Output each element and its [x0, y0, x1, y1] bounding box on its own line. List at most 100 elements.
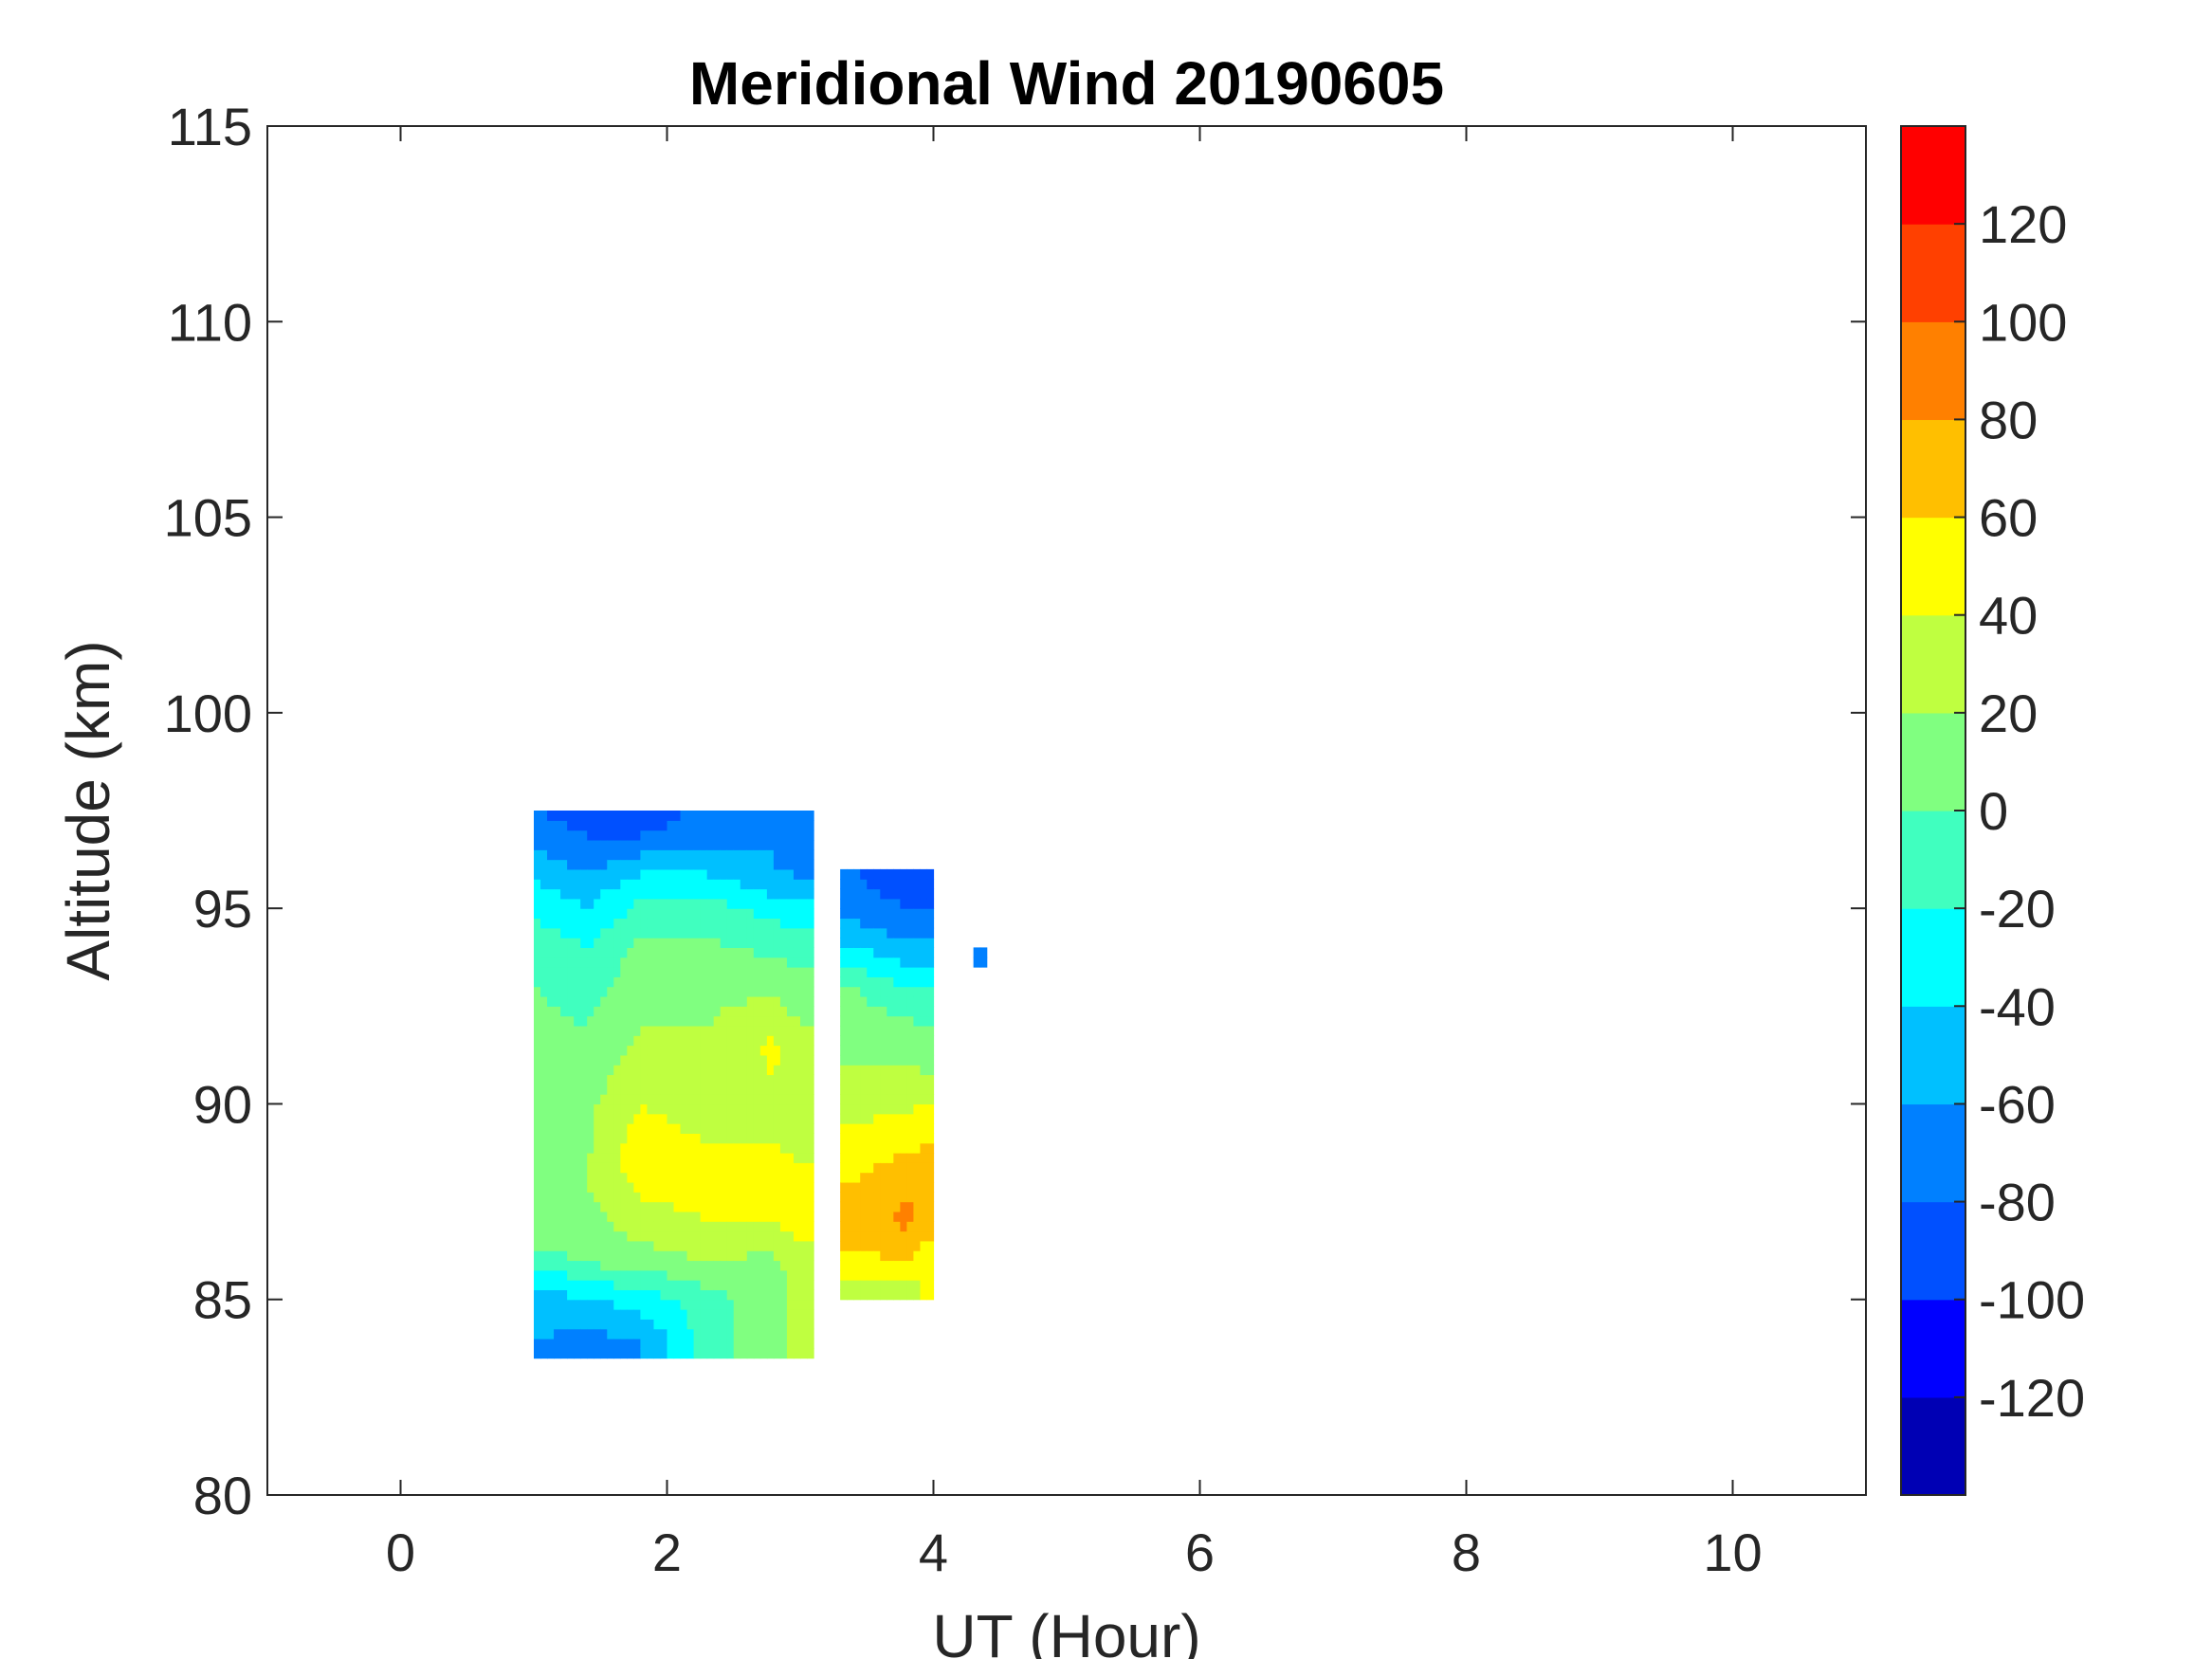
contour-cell: [720, 1240, 728, 1251]
contour-cell: [706, 868, 715, 880]
contour-cell: [793, 1172, 801, 1183]
contour-cell: [720, 1015, 728, 1027]
contour-cell: [554, 1084, 561, 1095]
contour-cell: [667, 868, 675, 880]
contour-cell: [560, 1133, 568, 1144]
contour-cell: [534, 1201, 541, 1212]
contour-cell: [860, 1181, 868, 1193]
contour-cell: [800, 1309, 808, 1320]
contour-cell: [686, 947, 695, 958]
contour-cell: [800, 1113, 808, 1124]
contour-cell: [607, 1231, 614, 1242]
contour-cell: [667, 811, 675, 821]
contour-cell: [534, 1260, 541, 1271]
contour-cell: [779, 820, 788, 831]
contour-cell: [600, 1221, 608, 1232]
contour-cell: [587, 820, 594, 831]
contour-cell: [627, 1309, 634, 1320]
contour-cell: [873, 1221, 881, 1232]
contour-cell: [873, 947, 881, 958]
contour-cell: [920, 1045, 928, 1056]
contour-cell: [653, 1045, 662, 1056]
contour-cell: [726, 1162, 735, 1174]
contour-cell: [800, 1054, 808, 1066]
contour-cell: [893, 1035, 901, 1047]
contour-cell: [607, 1015, 614, 1027]
contour-cell: [880, 1084, 887, 1095]
contour-cell: [567, 1192, 575, 1203]
contour-cell: [567, 1045, 575, 1056]
contour-cell: [786, 918, 795, 929]
colorbar-tick-label: 40: [1979, 586, 2038, 646]
contour-cell: [900, 1113, 907, 1124]
contour-cell: [713, 830, 722, 841]
contour-cell: [766, 938, 775, 948]
contour-cell: [753, 1162, 761, 1174]
contour-cell: [720, 1006, 728, 1017]
contour-cell: [560, 1309, 568, 1320]
x-tick-label: 0: [386, 1522, 415, 1582]
contour-cell: [733, 1162, 741, 1174]
contour-cell: [926, 1221, 935, 1232]
contour-cell: [693, 811, 702, 821]
contour-cell: [560, 1123, 568, 1134]
contour-cell: [567, 938, 575, 948]
contour-cell: [706, 1338, 715, 1349]
contour-cell: [600, 1142, 608, 1154]
contour-cell: [873, 1045, 881, 1056]
contour-cell: [720, 1221, 728, 1232]
contour-cell: [640, 1084, 649, 1095]
contour-cell: [900, 957, 907, 968]
contour-cell: [580, 1133, 588, 1144]
contour-cell: [786, 1133, 795, 1144]
contour-cell: [779, 1142, 788, 1154]
contour-cell: [627, 888, 634, 900]
contour-cell: [926, 1211, 935, 1222]
contour-cell: [786, 947, 795, 958]
contour-cell: [726, 995, 735, 1007]
contour-cell: [560, 1221, 568, 1232]
contour-cell: [547, 1084, 555, 1095]
plot-frame: [266, 125, 1867, 1496]
contour-cell: [800, 1035, 808, 1047]
contour-cell: [640, 1269, 649, 1281]
contour-cell: [873, 1065, 881, 1076]
contour-cell: [906, 986, 915, 997]
contour-cell: [627, 918, 634, 929]
contour-cell: [913, 1035, 922, 1047]
contour-cell: [607, 1094, 614, 1105]
contour-cell: [746, 957, 755, 968]
contour-cell: [807, 820, 814, 831]
contour-cell: [627, 1006, 634, 1017]
contour-cell: [627, 849, 634, 861]
contour-cell: [580, 976, 588, 988]
contour-cell: [746, 918, 755, 929]
contour-cell: [686, 1181, 695, 1193]
contour-cell: [853, 1289, 861, 1301]
contour-cell: [920, 868, 928, 880]
contour-cell: [686, 868, 695, 880]
contour-cell: [607, 986, 614, 997]
contour-cell: [713, 947, 722, 958]
contour-cell: [700, 947, 708, 958]
contour-cell: [600, 957, 608, 968]
contour-cell: [740, 1181, 748, 1193]
contour-cell: [693, 947, 702, 958]
contour-cell: [700, 1113, 708, 1124]
contour-cell: [793, 888, 801, 900]
contour-cell: [680, 888, 688, 900]
contour-cell: [900, 986, 907, 997]
contour-cell: [640, 1113, 649, 1124]
contour-cell: [759, 1103, 768, 1115]
contour-cell: [567, 1280, 575, 1290]
contour-cell: [913, 995, 922, 1007]
contour-cell: [647, 1338, 655, 1349]
contour-cell: [920, 908, 928, 920]
contour-cell: [647, 1250, 655, 1262]
contour-cell: [726, 957, 735, 968]
contour-cell: [680, 1299, 688, 1310]
contour-cell: [547, 1309, 555, 1320]
contour-cell: [786, 1260, 795, 1271]
contour-cell: [926, 898, 935, 909]
contour-cell: [660, 1250, 668, 1262]
